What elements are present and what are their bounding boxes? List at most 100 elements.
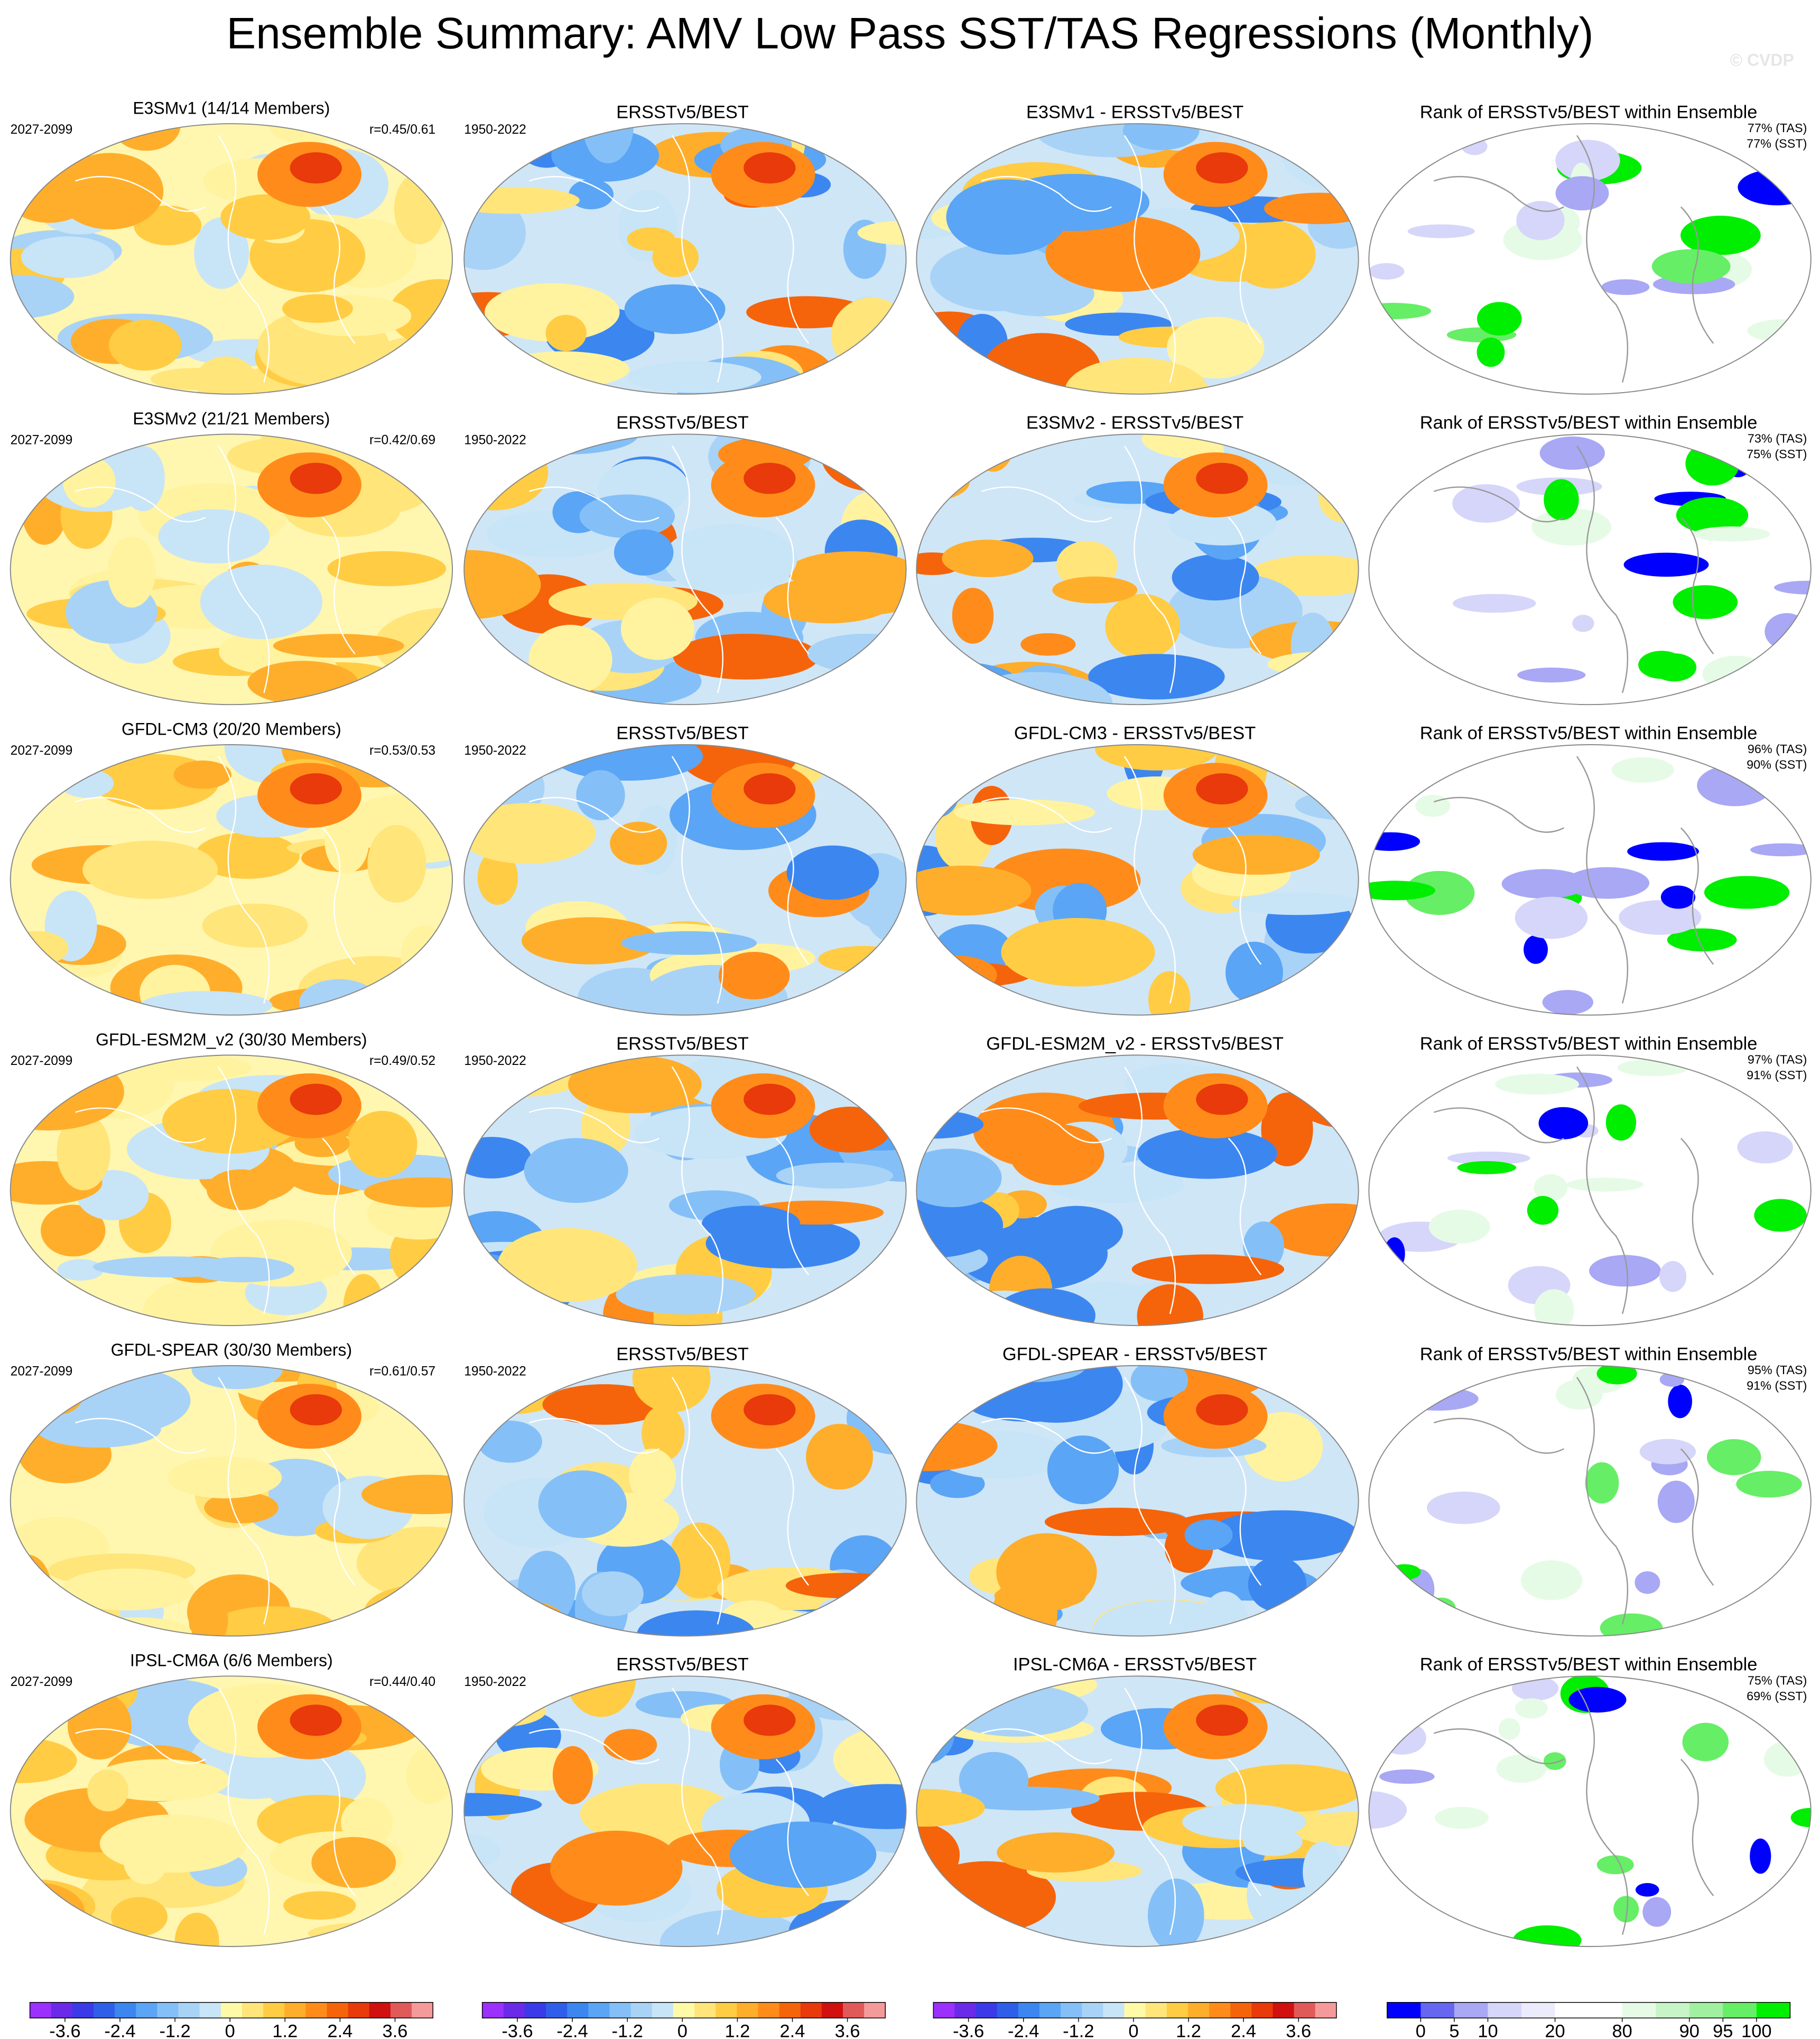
coastline: [1576, 135, 1629, 383]
coastline: [1433, 1728, 1564, 1765]
colorbar-label: 20: [1545, 2021, 1565, 2039]
map-field: [1463, 434, 1505, 447]
map-field: [341, 1797, 393, 1848]
coastline: [1228, 1758, 1262, 1896]
colorbar-box: [1555, 2002, 1589, 2018]
obs-period: 1950-2022: [464, 1054, 526, 1068]
colorbar-box: [1420, 2002, 1455, 2018]
map-field: [993, 1288, 1095, 1326]
map-field: [1282, 124, 1359, 190]
diff-title: GFDL-CM3 - ERSSTv5/BEST: [1014, 723, 1256, 743]
coastline: [1123, 756, 1176, 1004]
map-field: [916, 461, 970, 503]
map-field: [107, 536, 156, 608]
map-field: [744, 773, 796, 805]
model-title: GFDL-CM3 (20/20 Members): [122, 719, 341, 738]
map-field: [464, 358, 550, 394]
map-field: [206, 1169, 275, 1210]
map-field: [343, 1274, 384, 1326]
map-field: [356, 1526, 453, 1600]
colorbar-label: 0: [1128, 2021, 1138, 2039]
map-field: [109, 320, 182, 371]
map-field: [569, 179, 614, 210]
map-field: [1148, 971, 1191, 1015]
map-field: [1511, 1676, 1559, 1701]
colorbar-box: [673, 2002, 695, 2018]
map: [464, 1676, 906, 1947]
map-field: [1601, 279, 1650, 295]
map-field: [374, 1284, 453, 1326]
map-field: [930, 1470, 985, 1498]
map-field: [1544, 479, 1579, 521]
map-field: [744, 1394, 796, 1426]
colorbar-box: [1454, 2002, 1489, 2018]
map-field: [1555, 176, 1609, 211]
coastline: [1576, 1687, 1629, 1935]
colorbar-box: [136, 2002, 158, 2018]
correlation: r=0.53/0.53: [369, 744, 435, 758]
obs-period: 1950-2022: [464, 1675, 526, 1689]
map-field: [1477, 302, 1522, 336]
map-border: [10, 123, 453, 395]
map-field: [63, 456, 116, 508]
colorbar-label: 1.2: [725, 2021, 750, 2039]
colorbar-box: [93, 2002, 115, 2018]
map-field: [1243, 1827, 1303, 1856]
period: 2027-2099: [11, 1054, 73, 1068]
map-field: [1565, 867, 1650, 899]
colorbar-box: [1124, 2002, 1146, 2018]
map-field: [389, 980, 453, 1009]
map-field: [204, 1491, 278, 1524]
map-field: [637, 1610, 756, 1636]
coastline: [671, 1066, 723, 1314]
map-field: [1754, 1199, 1807, 1232]
map-field: [1635, 1883, 1659, 1897]
map-field: [57, 1259, 104, 1281]
map-field: [1095, 744, 1219, 771]
rank-tas: 75% (TAS): [1748, 1673, 1807, 1687]
colorbar-box: [758, 2002, 780, 2018]
obs-title: ERSSTv5/BEST: [616, 1034, 749, 1054]
coastline: [322, 1448, 356, 1586]
map-field: [1452, 594, 1536, 613]
map-field: [477, 1420, 542, 1463]
map-field: [1137, 1128, 1277, 1179]
map-field: [1667, 928, 1737, 952]
colorbar-box: [1723, 2002, 1757, 2018]
map-field: [1680, 216, 1761, 255]
colorbar-box: [1166, 2002, 1188, 2018]
map-field: [210, 1606, 336, 1636]
map-field: [568, 1055, 702, 1114]
map-field: [290, 1394, 342, 1426]
colorbar-label: 95: [1713, 2021, 1733, 2039]
map-field: [668, 1522, 731, 1599]
coastline: [322, 1137, 356, 1275]
colorbar-box: [1488, 2002, 1522, 2018]
map-field: [1747, 319, 1811, 342]
map-field: [632, 1365, 711, 1413]
map-field: [1657, 1480, 1695, 1523]
map-field: [1495, 1073, 1580, 1095]
map-border: [1368, 1675, 1812, 1947]
colorbar-label: -1.2: [612, 2021, 643, 2039]
colorbar-box: [800, 2002, 822, 2018]
map-field: [1600, 1613, 1663, 1636]
map-field: [406, 1747, 453, 1804]
map-field: [553, 744, 703, 781]
map: [1369, 1365, 1811, 1636]
map-field: [464, 1137, 531, 1179]
map-field: [290, 1704, 342, 1736]
map-field: [1659, 1261, 1687, 1292]
map-field: [1105, 594, 1180, 659]
colorbar-box: [390, 2002, 412, 2018]
map-field: [1166, 317, 1265, 379]
colorbar-box: [716, 2002, 738, 2018]
map-field: [10, 446, 64, 479]
colorbar-label: 2.4: [327, 2021, 352, 2039]
map-field: [87, 1769, 128, 1812]
obs-period: 1950-2022: [464, 1365, 526, 1379]
coastline: [775, 1137, 810, 1275]
map-field: [1711, 1625, 1746, 1636]
map-field: [997, 1832, 1115, 1873]
map: [1369, 124, 1811, 394]
